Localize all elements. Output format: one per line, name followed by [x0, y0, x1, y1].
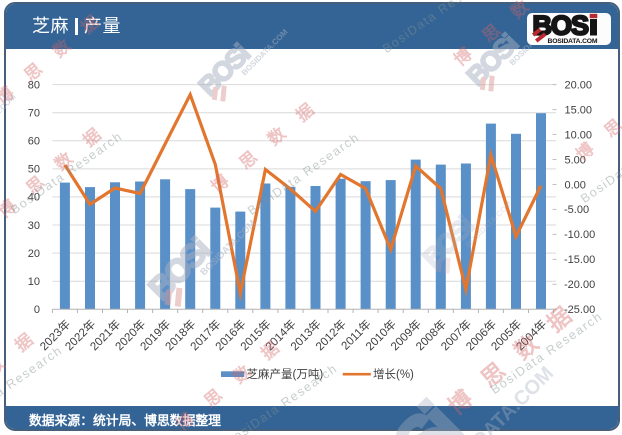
- svg-text:-20.00: -20.00: [564, 279, 595, 291]
- svg-text:-10.00: -10.00: [564, 229, 595, 241]
- svg-text:芝麻产量(万吨): 芝麻产量(万吨): [247, 367, 324, 381]
- svg-text:20: 20: [28, 248, 40, 260]
- svg-text:-15.00: -15.00: [564, 254, 595, 266]
- svg-text:70: 70: [28, 108, 40, 120]
- svg-text:50: 50: [28, 164, 40, 176]
- svg-text:10.00: 10.00: [565, 129, 593, 141]
- svg-text:BOSIDATA.COM: BOSIDATA.COM: [548, 38, 598, 45]
- svg-text:10: 10: [28, 276, 40, 288]
- svg-text:5.00: 5.00: [565, 154, 586, 166]
- svg-text:30: 30: [28, 220, 40, 232]
- svg-text:-5.00: -5.00: [564, 204, 589, 216]
- svg-text:80: 80: [28, 79, 40, 91]
- svg-text:增长(%): 增长(%): [373, 367, 414, 381]
- svg-text:0: 0: [34, 304, 40, 316]
- svg-text:-25.00: -25.00: [564, 304, 595, 316]
- svg-text:60: 60: [28, 136, 40, 148]
- svg-text:20.00: 20.00: [565, 79, 593, 91]
- svg-text:15.00: 15.00: [565, 104, 593, 116]
- svg-text:40: 40: [28, 192, 40, 204]
- svg-text:0.00: 0.00: [565, 179, 586, 191]
